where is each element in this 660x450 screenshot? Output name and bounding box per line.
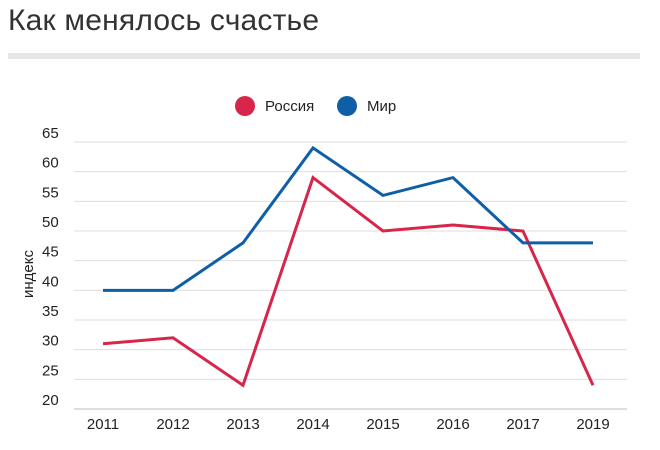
x-tick-label: 2015 bbox=[366, 416, 399, 433]
series-lines bbox=[102, 145, 595, 388]
title-divider bbox=[8, 53, 640, 59]
y-tick-label: 25 bbox=[42, 362, 59, 379]
y-tick-label: 50 bbox=[42, 214, 59, 231]
x-tick-label: 2012 bbox=[156, 416, 189, 433]
y-tick-label: 60 bbox=[42, 155, 59, 172]
legend-label: Мир bbox=[367, 98, 396, 115]
legend-marker bbox=[337, 96, 357, 116]
y-tick-label: 40 bbox=[42, 273, 59, 290]
series-line-0 bbox=[102, 175, 595, 388]
x-tick-label: 2017 bbox=[506, 416, 539, 433]
y-tick-label: 30 bbox=[42, 333, 59, 350]
x-tick-label: 2019 bbox=[576, 416, 609, 433]
grid-lines bbox=[74, 141, 627, 410]
legend-marker bbox=[235, 96, 255, 116]
y-tick-label: 45 bbox=[42, 244, 59, 261]
x-tick-label: 2011 bbox=[87, 416, 119, 433]
y-tick-label: 55 bbox=[42, 184, 59, 201]
series-line-1 bbox=[103, 145, 593, 292]
y-tick-label: 65 bbox=[42, 125, 59, 142]
y-tick-label: 35 bbox=[42, 303, 59, 320]
x-tick-label: 2016 bbox=[436, 416, 469, 433]
legend-label: Россия bbox=[265, 98, 314, 115]
y-axis-ticks: 20 25 30 35 40 45 50 55 60 65 bbox=[42, 125, 59, 409]
legend: Россия Мир bbox=[235, 96, 396, 116]
x-axis-ticks: 2011 2012 2013 2014 2015 2016 2017 2019 bbox=[87, 416, 610, 433]
chart-title: Как менялось счастье bbox=[8, 4, 320, 37]
x-tick-label: 2014 bbox=[296, 416, 329, 433]
y-axis-label: индекс bbox=[20, 250, 37, 298]
x-tick-label: 2013 bbox=[226, 416, 259, 433]
y-tick-label: 20 bbox=[42, 392, 59, 409]
